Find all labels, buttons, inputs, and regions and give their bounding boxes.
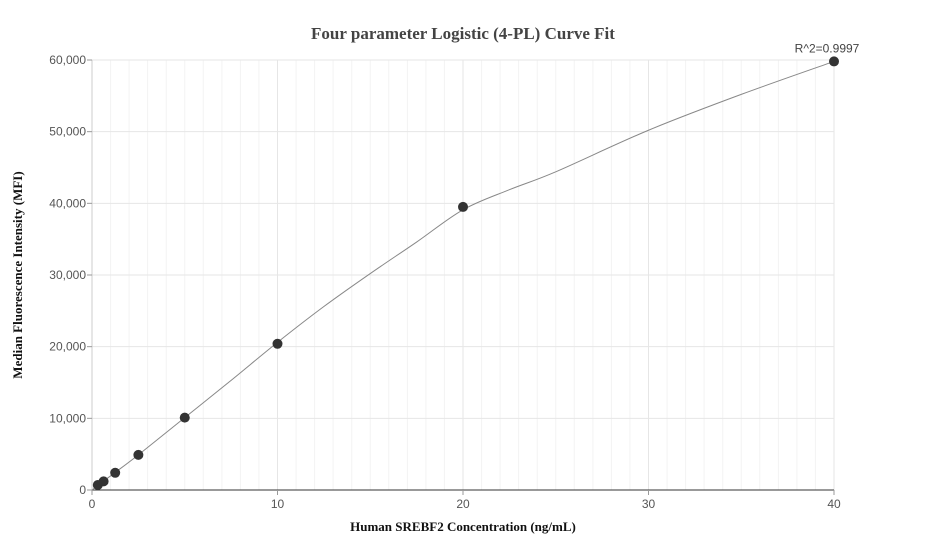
y-tick-label: 50,000 [49, 125, 86, 139]
y-tick-label: 60,000 [49, 53, 86, 67]
x-tick-label: 20 [456, 497, 470, 511]
x-tick-label: 0 [89, 497, 96, 511]
y-axis-title: Median Fluorescence Intensity (MFI) [10, 171, 25, 378]
x-tick-label: 30 [642, 497, 656, 511]
y-axis-ticks: 0 10,000 20,000 30,000 40,000 50,000 60,000 [49, 53, 92, 497]
data-points [92, 56, 839, 490]
grid [92, 59, 835, 490]
data-point [458, 201, 468, 212]
y-tick-label: 10,000 [49, 411, 86, 425]
x-tick-label: 10 [271, 497, 285, 511]
y-tick-label: 30,000 [49, 268, 86, 282]
r-squared-annotation: R^2=0.9997 [795, 41, 860, 55]
data-point [829, 56, 839, 67]
x-tick-label: 40 [827, 497, 841, 511]
x-axis-title: Human SREBF2 Concentration (ng/mL) [350, 519, 576, 534]
y-tick-label: 40,000 [49, 196, 86, 210]
x-axis-ticks: 0 10 20 30 40 [89, 490, 841, 511]
data-point [98, 476, 109, 487]
data-point [272, 338, 283, 349]
y-tick-label: 20,000 [49, 340, 86, 354]
y-tick-label: 0 [79, 483, 86, 497]
data-point [110, 467, 121, 478]
data-point [133, 449, 144, 460]
data-point [179, 412, 190, 423]
chart-title: Four parameter Logistic (4-PL) Curve Fit [311, 24, 615, 43]
